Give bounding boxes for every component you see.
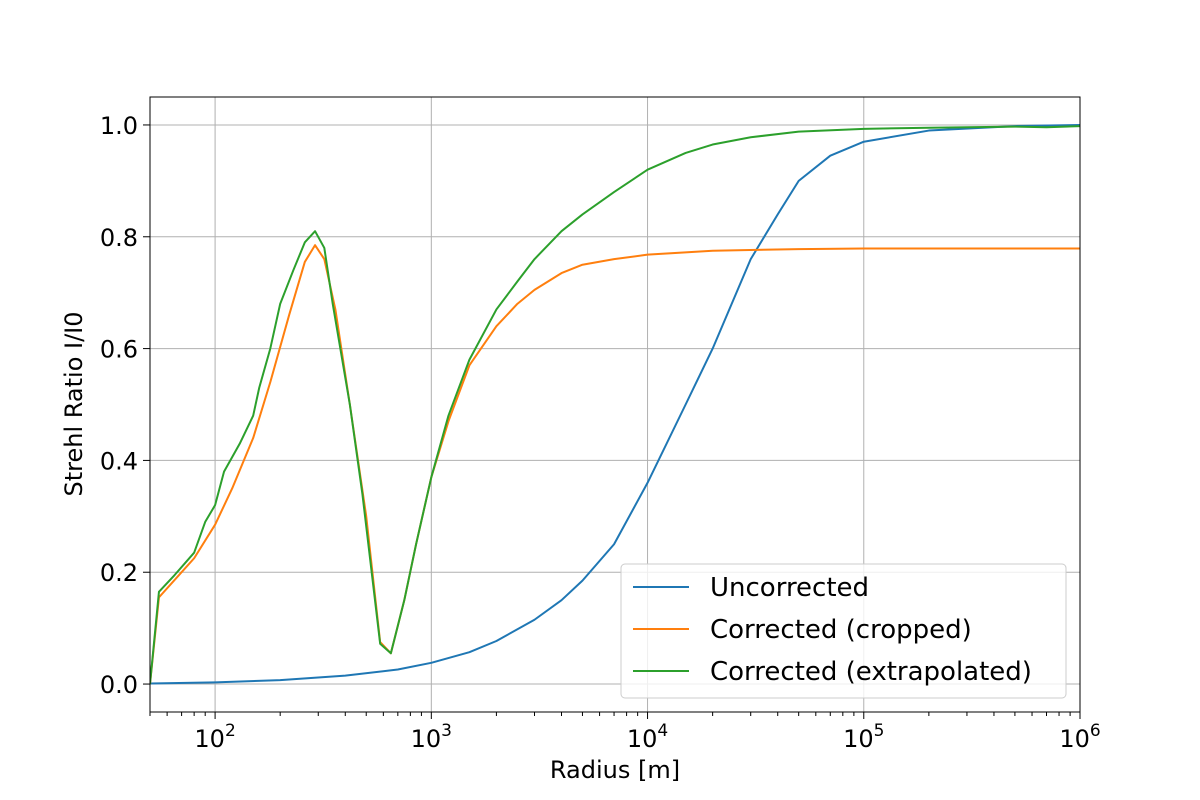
y-tick-label: 0.6 — [100, 336, 138, 364]
y-axis-ticks: 0.0 0.2 0.4 0.6 0.8 1.0 — [100, 112, 150, 699]
y-tick-label: 0.8 — [100, 224, 138, 252]
series-line-1 — [150, 123, 1080, 685]
y-tick-label: 0.2 — [100, 559, 138, 587]
y-tick-label: 1.0 — [100, 112, 138, 140]
series-line-3 — [150, 125, 1080, 685]
x-tick-label: 103 — [411, 721, 452, 753]
x-tick-label: 104 — [627, 721, 668, 753]
y-axis-label: Strehl Ratio I/I0 — [60, 311, 88, 496]
x-axis-label: Radius [m] — [550, 756, 680, 784]
x-tick-label: 102 — [194, 721, 235, 753]
legend-label-3: Corrected (extrapolated) — [710, 657, 1032, 687]
x-tick-label: 106 — [1059, 721, 1100, 753]
legend: Uncorrected Corrected (cropped) Corrected … — [620, 563, 1067, 699]
plot-lines — [150, 123, 1080, 685]
legend-label-2: Corrected (cropped) — [710, 615, 972, 645]
x-axis-ticks: 102 103 104 105 106 — [149, 712, 1101, 753]
legend-label-1: Uncorrected — [710, 573, 869, 603]
y-tick-label: 0.0 — [100, 671, 138, 699]
plot-frame — [149, 96, 1081, 713]
y-tick-label: 0.4 — [100, 447, 138, 475]
x-tick-label: 105 — [843, 721, 884, 753]
legend-box — [620, 563, 1067, 699]
